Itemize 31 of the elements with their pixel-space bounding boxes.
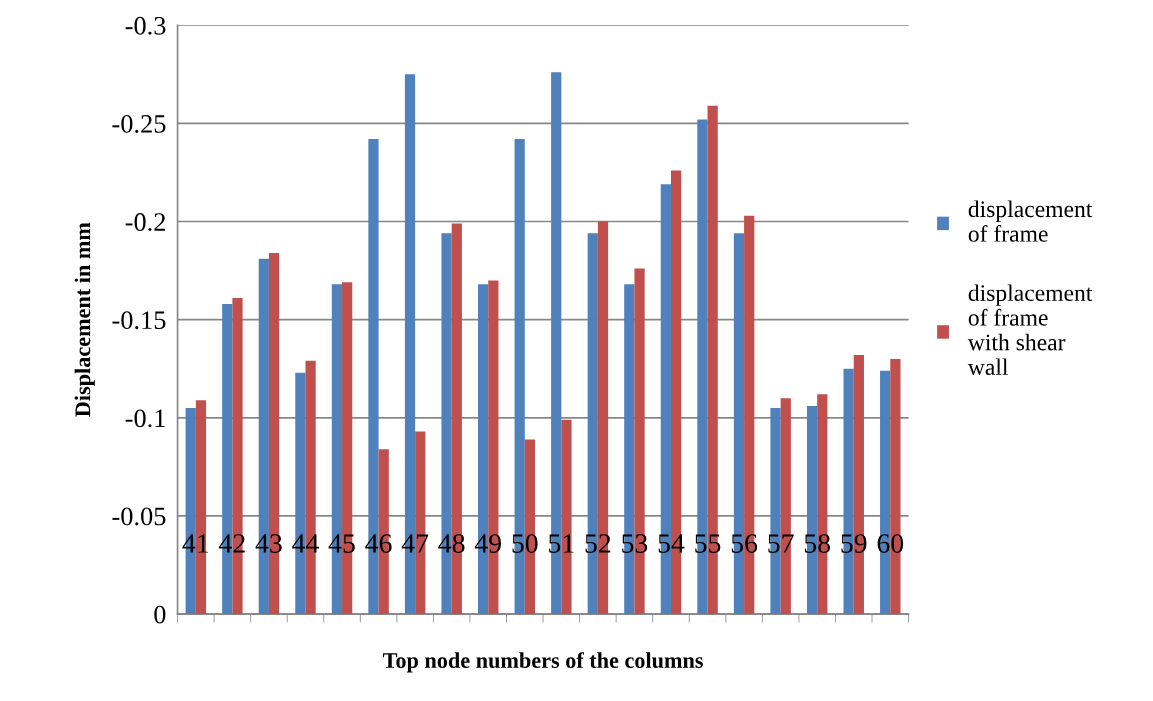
x-tick-label: 42 xyxy=(219,534,245,553)
x-tick-label: 49 xyxy=(474,534,501,553)
x-tick-label: 60 xyxy=(877,534,904,553)
x-tick-label: 43 xyxy=(255,534,282,553)
x-tick-label: 55 xyxy=(695,534,721,553)
y-tick-label: -0.2 xyxy=(125,213,165,232)
y-tick-label: -0.1 xyxy=(125,409,165,428)
x-tick-label: 50 xyxy=(512,534,538,553)
x-tick-label: 45 xyxy=(328,534,355,553)
x-axis-title: Top node numbers of the columns xyxy=(382,652,703,673)
y-tick-label: -0.15 xyxy=(112,311,166,330)
y-tick-label: -0.3 xyxy=(125,16,166,35)
x-tick-label: 48 xyxy=(438,534,465,553)
x-tick-label: 47 xyxy=(401,534,429,553)
legend-label: displacement of frame with shear wall xyxy=(967,284,1093,376)
x-tick-label: 58 xyxy=(804,534,831,553)
x-tick-label: 54 xyxy=(658,534,685,553)
x-tick-label: 51 xyxy=(549,534,574,553)
x-tick-label: 52 xyxy=(585,534,611,553)
x-tick-label: 59 xyxy=(841,534,867,553)
x-tick-label: 56 xyxy=(731,534,758,553)
y-axis-title: Displacement in mm xyxy=(74,222,95,417)
x-tick-label: 41 xyxy=(182,534,209,553)
y-tick-label: -0.05 xyxy=(112,507,166,526)
x-tick-label: 44 xyxy=(292,534,319,553)
x-tick-label: 53 xyxy=(622,534,648,553)
x-tick-label: 46 xyxy=(365,534,392,553)
legend-label: displacement of frame xyxy=(968,200,1093,242)
y-tick-label: -0.25 xyxy=(112,114,166,133)
y-tick-label: 0 xyxy=(154,605,166,624)
x-tick-label: 57 xyxy=(768,534,794,553)
